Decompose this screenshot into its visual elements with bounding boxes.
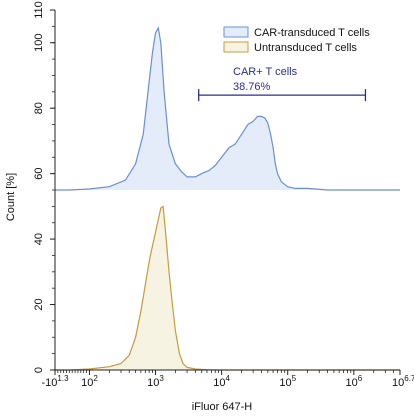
gate: CAR+ T cells 38.76%	[198, 66, 367, 102]
series-line-untransduced	[55, 205, 400, 371]
x-tick-label: 105	[279, 374, 296, 389]
y-tick-label: 110	[33, 1, 45, 19]
x-tick-label: 106.7	[392, 374, 414, 389]
legend-swatch-untransduced	[223, 41, 249, 53]
ticks: 0 20 40 60 80 100 110 -101.3 102 103 104 105 106 106.…	[33, 1, 414, 389]
x-tick-label: 103	[147, 374, 164, 389]
gate-label: CAR+ T cells	[233, 66, 298, 78]
y-tick-label: 60	[33, 168, 45, 180]
series-line-car	[55, 26, 400, 191]
y-tick-label: 20	[33, 298, 45, 310]
legend: CAR-transduced T cells Untransduced T ce…	[223, 26, 370, 54]
x-axis-title: iFluor 647-H	[192, 401, 253, 413]
legend-label-untransduced: Untransduced T cells	[254, 42, 357, 54]
gate-percent: 38.76%	[233, 81, 271, 93]
x-tick-label: 102	[81, 374, 98, 389]
y-tick-label: 40	[33, 233, 45, 245]
plot-area	[55, 26, 400, 371]
legend-label-car: CAR-transduced T cells	[254, 27, 370, 39]
y-tick-label: 80	[33, 102, 45, 114]
legend-swatch-car	[223, 26, 249, 38]
y-tick-label: 100	[33, 34, 45, 52]
y-axis-title: Count [%]	[5, 173, 17, 221]
series-area-untransduced	[55, 206, 400, 370]
series-area-car	[55, 28, 400, 190]
x-tick-label: 106	[345, 374, 362, 389]
x-tick-label: 104	[213, 374, 230, 389]
y-tick-label: 0	[33, 367, 45, 373]
x-tick-label: -101.3	[41, 374, 69, 389]
